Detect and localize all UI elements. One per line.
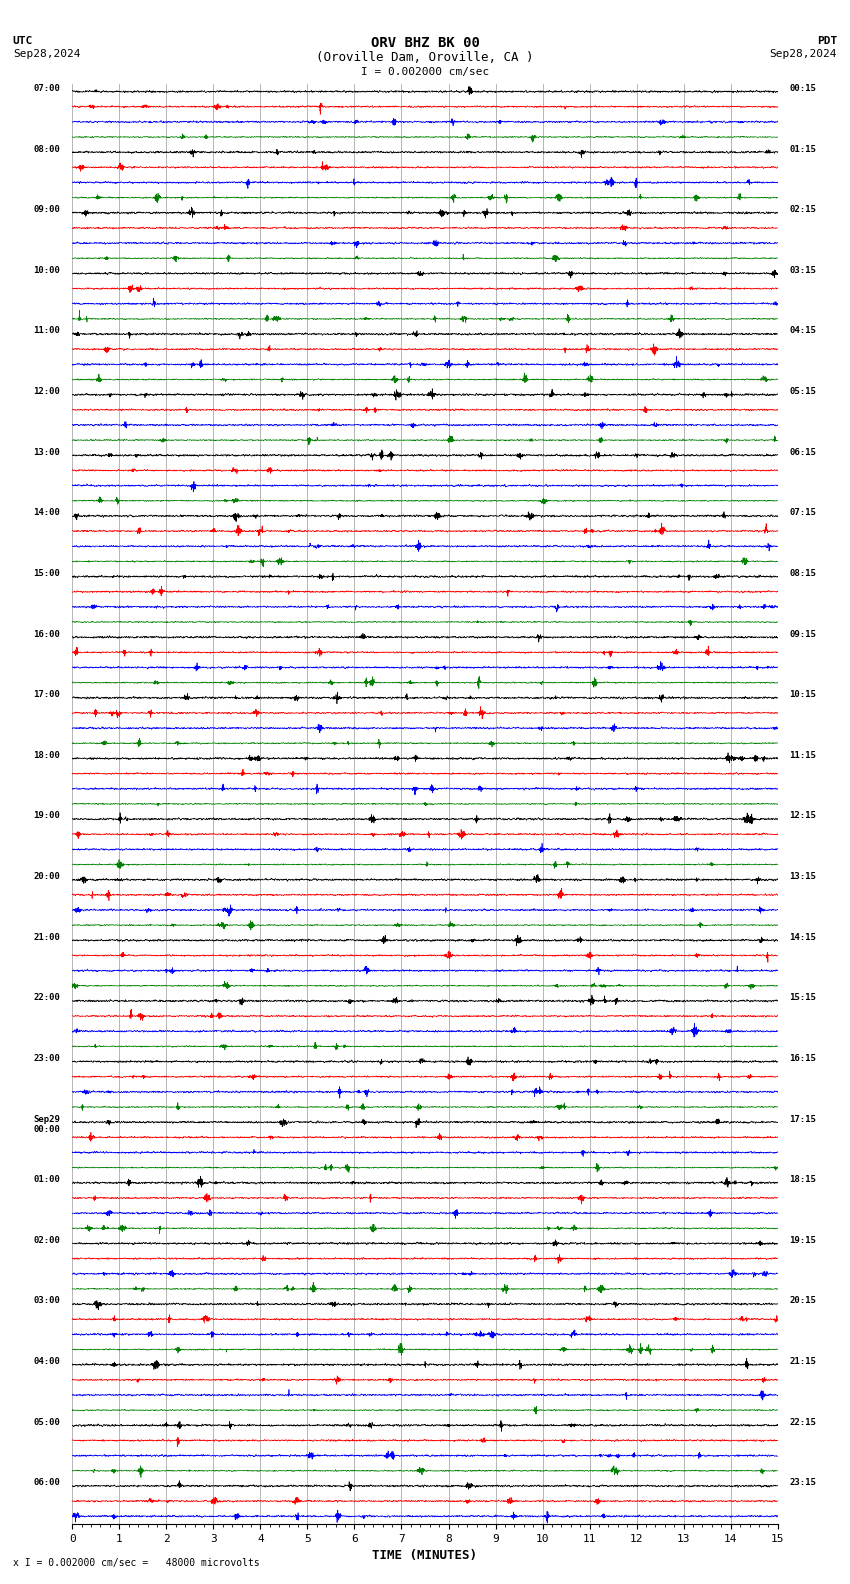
Text: 05:00: 05:00 bbox=[34, 1418, 60, 1427]
Text: 19:00: 19:00 bbox=[34, 811, 60, 821]
Text: 12:00: 12:00 bbox=[34, 386, 60, 396]
X-axis label: TIME (MINUTES): TIME (MINUTES) bbox=[372, 1549, 478, 1562]
Text: Sep29
00:00: Sep29 00:00 bbox=[34, 1115, 60, 1134]
Text: 21:00: 21:00 bbox=[34, 933, 60, 942]
Text: (Oroville Dam, Oroville, CA ): (Oroville Dam, Oroville, CA ) bbox=[316, 51, 534, 63]
Text: ORV BHZ BK 00: ORV BHZ BK 00 bbox=[371, 36, 479, 51]
Text: UTC: UTC bbox=[13, 36, 33, 46]
Text: 01:00: 01:00 bbox=[34, 1175, 60, 1185]
Text: 10:15: 10:15 bbox=[790, 691, 816, 699]
Text: 17:00: 17:00 bbox=[34, 691, 60, 699]
Text: 14:00: 14:00 bbox=[34, 508, 60, 518]
Text: 03:15: 03:15 bbox=[790, 266, 816, 276]
Text: 17:15: 17:15 bbox=[790, 1115, 816, 1123]
Text: 21:15: 21:15 bbox=[790, 1357, 816, 1365]
Text: 08:15: 08:15 bbox=[790, 569, 816, 578]
Text: 01:15: 01:15 bbox=[790, 144, 816, 154]
Text: 09:15: 09:15 bbox=[790, 629, 816, 638]
Text: PDT: PDT bbox=[817, 36, 837, 46]
Text: 06:00: 06:00 bbox=[34, 1478, 60, 1487]
Text: 11:15: 11:15 bbox=[790, 751, 816, 760]
Text: 19:15: 19:15 bbox=[790, 1236, 816, 1245]
Text: 02:15: 02:15 bbox=[790, 206, 816, 214]
Text: 04:15: 04:15 bbox=[790, 326, 816, 336]
Text: 20:00: 20:00 bbox=[34, 873, 60, 881]
Text: 10:00: 10:00 bbox=[34, 266, 60, 276]
Text: 22:15: 22:15 bbox=[790, 1418, 816, 1427]
Text: 23:15: 23:15 bbox=[790, 1478, 816, 1487]
Text: 20:15: 20:15 bbox=[790, 1296, 816, 1305]
Text: 07:00: 07:00 bbox=[34, 84, 60, 93]
Text: Sep28,2024: Sep28,2024 bbox=[770, 49, 837, 59]
Text: 16:15: 16:15 bbox=[790, 1053, 816, 1063]
Text: 22:00: 22:00 bbox=[34, 993, 60, 1003]
Text: 13:15: 13:15 bbox=[790, 873, 816, 881]
Text: 05:15: 05:15 bbox=[790, 386, 816, 396]
Text: 23:00: 23:00 bbox=[34, 1053, 60, 1063]
Text: 00:15: 00:15 bbox=[790, 84, 816, 93]
Text: 14:15: 14:15 bbox=[790, 933, 816, 942]
Text: 11:00: 11:00 bbox=[34, 326, 60, 336]
Text: 04:00: 04:00 bbox=[34, 1357, 60, 1365]
Text: 16:00: 16:00 bbox=[34, 629, 60, 638]
Text: 08:00: 08:00 bbox=[34, 144, 60, 154]
Text: 09:00: 09:00 bbox=[34, 206, 60, 214]
Text: 15:00: 15:00 bbox=[34, 569, 60, 578]
Text: I = 0.002000 cm/sec: I = 0.002000 cm/sec bbox=[361, 67, 489, 76]
Text: Sep28,2024: Sep28,2024 bbox=[13, 49, 80, 59]
Text: x I = 0.002000 cm/sec =   48000 microvolts: x I = 0.002000 cm/sec = 48000 microvolts bbox=[13, 1559, 259, 1568]
Text: 03:00: 03:00 bbox=[34, 1296, 60, 1305]
Text: 13:00: 13:00 bbox=[34, 448, 60, 456]
Text: 15:15: 15:15 bbox=[790, 993, 816, 1003]
Text: 18:15: 18:15 bbox=[790, 1175, 816, 1185]
Text: 06:15: 06:15 bbox=[790, 448, 816, 456]
Text: 02:00: 02:00 bbox=[34, 1236, 60, 1245]
Text: 12:15: 12:15 bbox=[790, 811, 816, 821]
Text: 18:00: 18:00 bbox=[34, 751, 60, 760]
Text: 07:15: 07:15 bbox=[790, 508, 816, 518]
